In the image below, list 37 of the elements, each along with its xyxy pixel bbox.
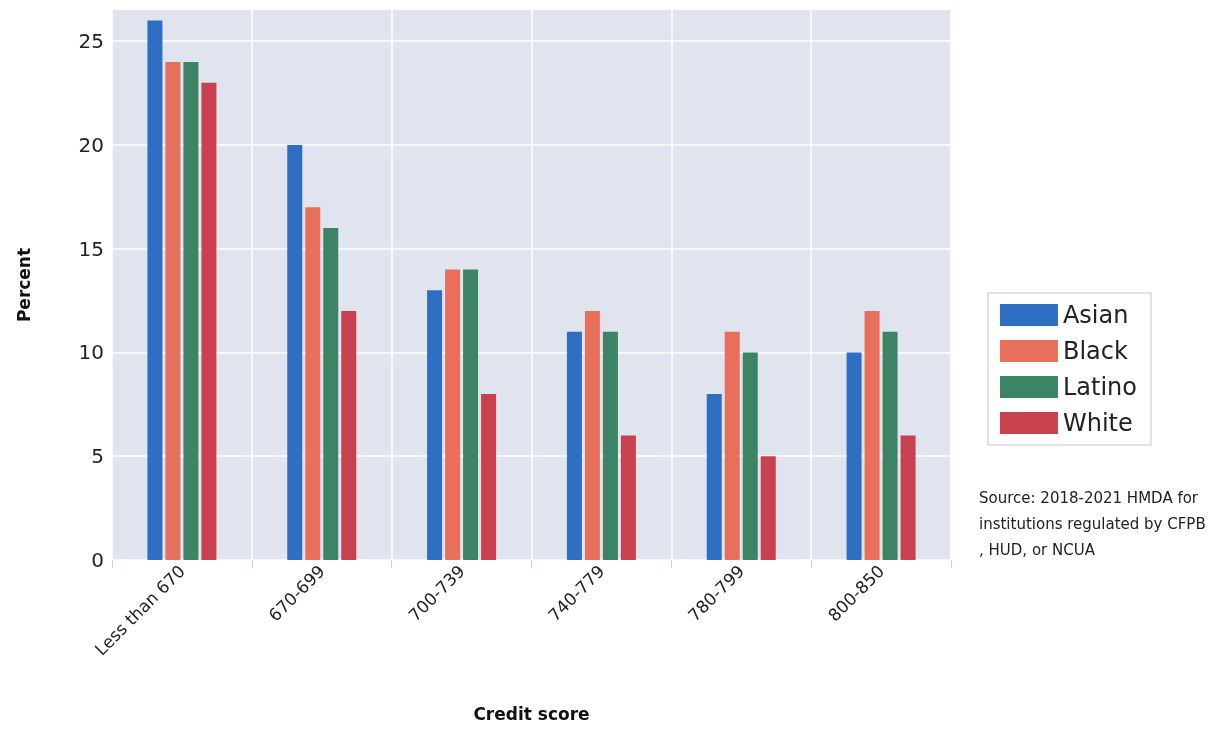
bar — [341, 310, 357, 560]
bar — [201, 82, 217, 560]
bar — [584, 310, 600, 560]
bar — [427, 290, 443, 560]
bar — [147, 20, 163, 560]
bar — [724, 331, 740, 560]
legend-label: White — [1062, 409, 1133, 437]
bar — [481, 393, 497, 560]
bar — [445, 269, 461, 560]
y-axis-title: Percent — [13, 247, 34, 323]
bar — [165, 61, 181, 560]
y-tick-label: 25 — [78, 29, 104, 54]
bar — [287, 144, 303, 560]
source-note: Source: 2018-2021 HMDA for institutions regulated by CFPB, HUD, or NCUA — [979, 489, 1206, 559]
bar — [620, 435, 636, 560]
bar — [305, 207, 321, 560]
bar — [602, 331, 618, 560]
y-tick-label: 10 — [78, 340, 104, 365]
bar — [742, 352, 758, 560]
legend-label: Latino — [1062, 373, 1138, 401]
bar — [760, 456, 776, 560]
bar — [183, 61, 199, 560]
bar — [463, 269, 479, 560]
bar — [864, 310, 880, 560]
bar — [882, 331, 898, 560]
legend-label: Black — [1062, 337, 1128, 365]
x-axis-title: Credit score — [473, 703, 590, 724]
bar — [323, 227, 339, 560]
y-tick-label: 5 — [91, 444, 104, 469]
y-tick-label: 15 — [78, 236, 104, 261]
bar — [706, 393, 722, 560]
legend-label: Asian — [1062, 301, 1129, 329]
y-tick-label: 20 — [78, 132, 104, 157]
bar — [900, 435, 916, 560]
bar — [846, 352, 862, 560]
bar — [566, 331, 582, 560]
y-tick-label: 0 — [91, 548, 104, 572]
